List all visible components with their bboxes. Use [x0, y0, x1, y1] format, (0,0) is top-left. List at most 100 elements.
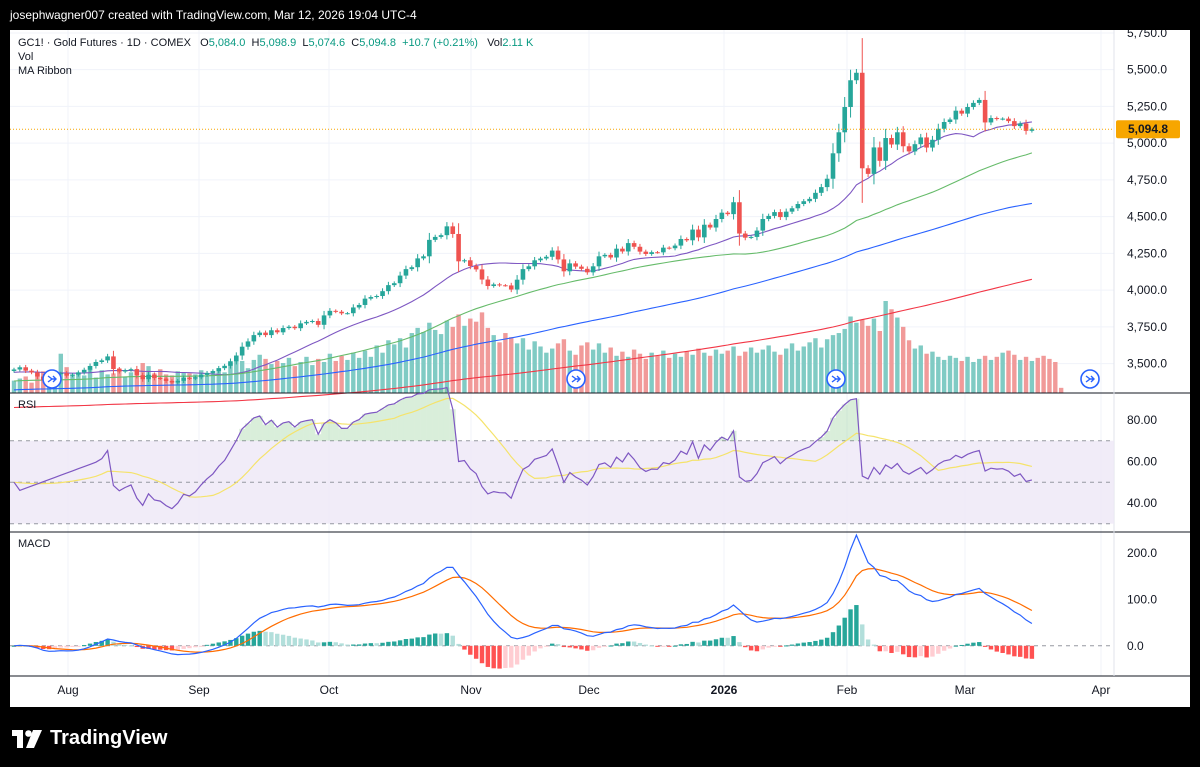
candle-body: [503, 285, 508, 287]
macd-histogram-bar: [333, 642, 338, 646]
macd-histogram-bar: [468, 645, 473, 655]
volume-bar: [871, 318, 877, 393]
macd-histogram-bar: [280, 634, 286, 646]
candle-body: [526, 266, 532, 270]
macd-histogram-bar: [901, 645, 906, 655]
volume-bar: [421, 332, 426, 393]
candle-body: [280, 328, 286, 333]
candle-body: [315, 320, 321, 325]
rsi-pane-label[interactable]: RSI: [18, 399, 37, 411]
candle-body: [561, 259, 567, 272]
candle-body: [696, 229, 701, 238]
candle-body: [351, 307, 356, 314]
rsi-overbought-fill: [286, 421, 292, 441]
symbol-legend-row[interactable]: GC1! · Gold Futures · 1D · COMEX O5,084.…: [18, 36, 533, 50]
candle-body: [936, 128, 941, 140]
macd-histogram-bar: [99, 640, 104, 646]
candle-body: [877, 147, 883, 161]
macd-histogram-bar: [1000, 645, 1005, 653]
volume-bar: [959, 360, 964, 393]
rsi-overbought-fill: [824, 431, 831, 441]
macd-histogram-bar: [713, 639, 719, 646]
candle-body: [93, 361, 99, 366]
candle-body: [614, 248, 619, 258]
macd-histogram-bar: [239, 635, 245, 646]
volume-bar: [269, 364, 274, 393]
ma-ribbon-indicator-label[interactable]: MA Ribbon: [18, 65, 72, 77]
volume-bar: [930, 351, 935, 393]
x-tick-label: Sep: [188, 683, 210, 697]
candle-body: [321, 315, 327, 325]
macd-histogram-bar: [620, 643, 625, 646]
rsi-overbought-fill: [408, 396, 415, 441]
candle-body: [1000, 118, 1005, 120]
candle-body: [585, 268, 590, 273]
macd-histogram-bar: [380, 642, 385, 646]
macd-pane-label[interactable]: MACD: [18, 538, 51, 550]
replay-arrow-icon[interactable]: [42, 369, 62, 389]
tradingview-logo[interactable]: TradingView: [12, 727, 167, 750]
close-value: 5,094.8: [359, 37, 396, 49]
chart-canvas[interactable]: Aug Sep Oct Nov Dec 2026 Feb Mar Apr 5,750.0 5,500…: [10, 30, 1190, 707]
macd-histogram-bar: [789, 644, 795, 646]
candle-body: [374, 296, 379, 298]
volume-bar: [280, 363, 286, 393]
macd-histogram-bar: [386, 641, 391, 646]
volume-bar: [550, 348, 555, 393]
chart-area[interactable]: Aug Sep Oct Nov Dec 2026 Feb Mar Apr 5,750.0 5,500…: [10, 30, 1190, 707]
macd-histogram-bar: [304, 639, 309, 646]
candle-body: [631, 243, 637, 247]
candle-body: [596, 256, 602, 267]
candle-body: [274, 330, 280, 333]
macd-histogram-bar: [450, 635, 455, 646]
volume-bar: [819, 347, 824, 393]
candle-body: [333, 310, 339, 312]
candle-body: [64, 373, 69, 376]
candle-body: [432, 236, 438, 240]
volume-bar: [579, 345, 584, 393]
volume-bar: [1035, 357, 1040, 393]
volume-bar: [473, 321, 479, 393]
replay-arrow-icon[interactable]: [566, 369, 586, 389]
candle-body: [941, 121, 947, 129]
volume-bar: [304, 356, 309, 393]
candle-body: [555, 250, 561, 260]
candle-body: [163, 378, 169, 381]
macd-histogram-bar: [473, 645, 479, 659]
volume-bar: [667, 357, 672, 393]
volume-bar: [468, 318, 473, 393]
macd-histogram-bar: [514, 645, 520, 665]
replay-arrow-icon[interactable]: [826, 369, 846, 389]
macd-histogram-bar: [596, 645, 602, 648]
volume-bar: [561, 339, 567, 393]
replay-arrow-glyph: [1085, 375, 1095, 383]
candle-body: [198, 374, 204, 378]
macd-histogram-bar: [491, 645, 496, 669]
rsi-overbought-fill: [367, 413, 374, 441]
macd-histogram-bar: [971, 642, 976, 646]
rsi-overbought-fill: [403, 397, 409, 441]
vol-indicator-label[interactable]: Vol: [18, 51, 34, 63]
macd-histogram-bar: [263, 631, 268, 646]
symbol-title[interactable]: GC1! · Gold Futures · 1D · COMEX: [18, 37, 191, 49]
candle-body: [988, 118, 994, 123]
candle-body: [620, 248, 625, 252]
volume-bar: [152, 373, 157, 393]
volume-bar: [713, 349, 719, 393]
macd-histogram-bar: [520, 645, 526, 660]
volume-bar: [631, 349, 637, 393]
macd-histogram-bar: [959, 644, 964, 646]
volume-bar: [310, 365, 315, 393]
rsi-overbought-fill: [256, 415, 263, 441]
volume-bar: [731, 346, 736, 393]
candle-body: [965, 107, 970, 114]
macd-histogram-bar: [76, 645, 81, 647]
volume-bar: [433, 329, 438, 393]
volume-bar: [93, 377, 99, 393]
price-tick-label: 4,500.0: [1127, 210, 1167, 224]
candle-body: [754, 230, 760, 237]
candle-body: [678, 238, 684, 246]
rsi-overbought-fill: [835, 410, 842, 441]
replay-arrow-icon[interactable]: [1080, 369, 1100, 389]
macd-histogram-bar: [550, 643, 555, 646]
